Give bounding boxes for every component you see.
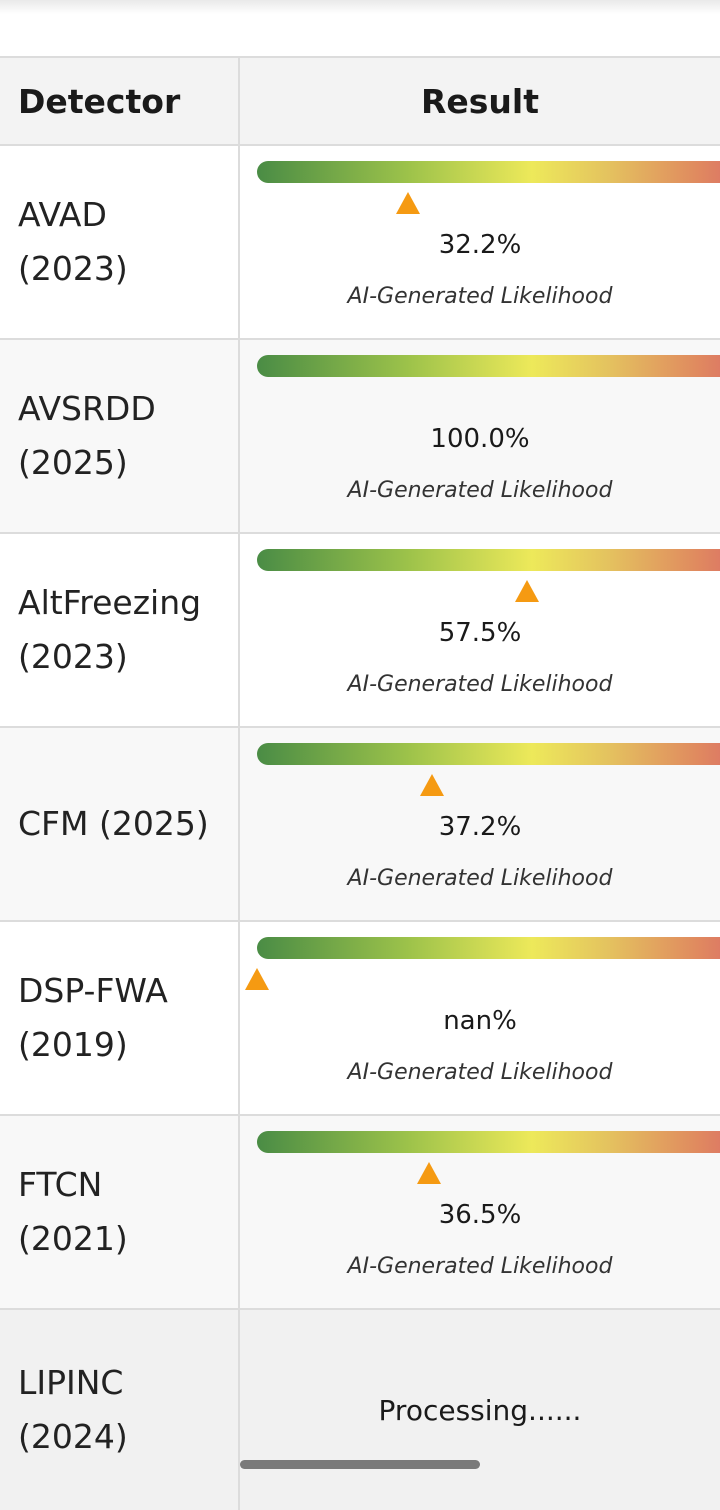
detector-year: (2023) [18,249,128,288]
likelihood-percent: 32.2% [438,230,522,260]
table-row: CFM (2025) 37.2% AI-Generated Likelihood [0,728,720,922]
likelihood-marker-icon [396,192,421,214]
detector-cell: AVAD (2023) [0,146,240,338]
detector-cell: DSP-FWA (2019) [0,922,240,1114]
result-cell: 32.2% AI-Generated Likelihood [240,146,720,338]
likelihood-gradient-bar [257,937,720,959]
detector-name: AVAD [18,195,107,234]
detector-name: LIPINC [18,1363,124,1402]
result-cell: Processing...... [240,1310,720,1510]
result-cell: nan% AI-Generated Likelihood [240,922,720,1114]
likelihood-percent: 36.5% [438,1200,522,1230]
result-cell: 100.0% AI-Generated Likelihood [240,340,720,532]
detector-name: AVSRDD [18,389,156,428]
likelihood-label: AI-Generated Likelihood [347,1254,613,1279]
home-indicator[interactable] [240,1460,480,1469]
table-row: FTCN (2021) 36.5% AI-Generated Likelihoo… [0,1116,720,1310]
likelihood-label: AI-Generated Likelihood [347,284,613,309]
likelihood-gradient-bar [257,161,720,183]
likelihood-label: AI-Generated Likelihood [347,1060,613,1085]
detector-name: DSP-FWA [18,971,168,1010]
likelihood-gradient-bar [257,355,720,377]
detector-year: (2024) [18,1417,128,1456]
detector-cell: AltFreezing (2023) [0,534,240,726]
likelihood-label: AI-Generated Likelihood [347,478,613,503]
table-row: DSP-FWA (2019) nan% AI-Generated Likelih… [0,922,720,1116]
table-row: AVAD (2023) 32.2% AI-Generated Likelihoo… [0,146,720,340]
likelihood-marker-icon [416,1162,441,1184]
result-column-header: Result [420,81,539,121]
likelihood-gradient-bar [257,1131,720,1153]
detector-column-header: Detector [0,58,240,144]
top-shadow [0,0,720,14]
likelihood-label: AI-Generated Likelihood [347,672,613,697]
likelihood-marker-icon [245,968,269,990]
likelihood-marker-icon [515,580,540,602]
table-row: AltFreezing (2023) 57.5% AI-Generated Li… [0,534,720,728]
table-row: LIPINC (2024) Processing...... [0,1310,720,1510]
table-header: Detector Result [0,58,720,146]
result-cell: 36.5% AI-Generated Likelihood [240,1116,720,1308]
processing-status: Processing...... [378,1394,582,1427]
detector-cell: LIPINC (2024) [0,1310,240,1510]
likelihood-percent: 57.5% [438,618,522,648]
likelihood-gradient-bar [257,743,720,765]
likelihood-percent: 37.2% [438,812,522,842]
detector-results-table: Detector Result AVAD (2023) 32.2% AI-Gen… [0,56,720,1510]
table-row: AVSRDD (2025) 100.0% AI-Generated Likeli… [0,340,720,534]
detector-cell: AVSRDD (2025) [0,340,240,532]
likelihood-percent: 100.0% [430,424,530,454]
detector-year: (2019) [18,1025,128,1064]
detector-cell: FTCN (2021) [0,1116,240,1308]
result-cell: 57.5% AI-Generated Likelihood [240,534,720,726]
detector-year: (2025) [18,443,128,482]
likelihood-percent: nan% [443,1006,517,1036]
detector-year: (2021) [18,1219,128,1258]
likelihood-label: AI-Generated Likelihood [347,866,613,891]
likelihood-gradient-bar [257,549,720,571]
detector-name: CFM (2025) [18,804,209,843]
detector-name: FTCN [18,1165,103,1204]
likelihood-marker-icon [419,774,444,796]
result-cell: 37.2% AI-Generated Likelihood [240,728,720,920]
detector-cell: CFM (2025) [0,728,240,920]
detector-name: AltFreezing [18,583,202,622]
detector-year: (2023) [18,637,128,676]
